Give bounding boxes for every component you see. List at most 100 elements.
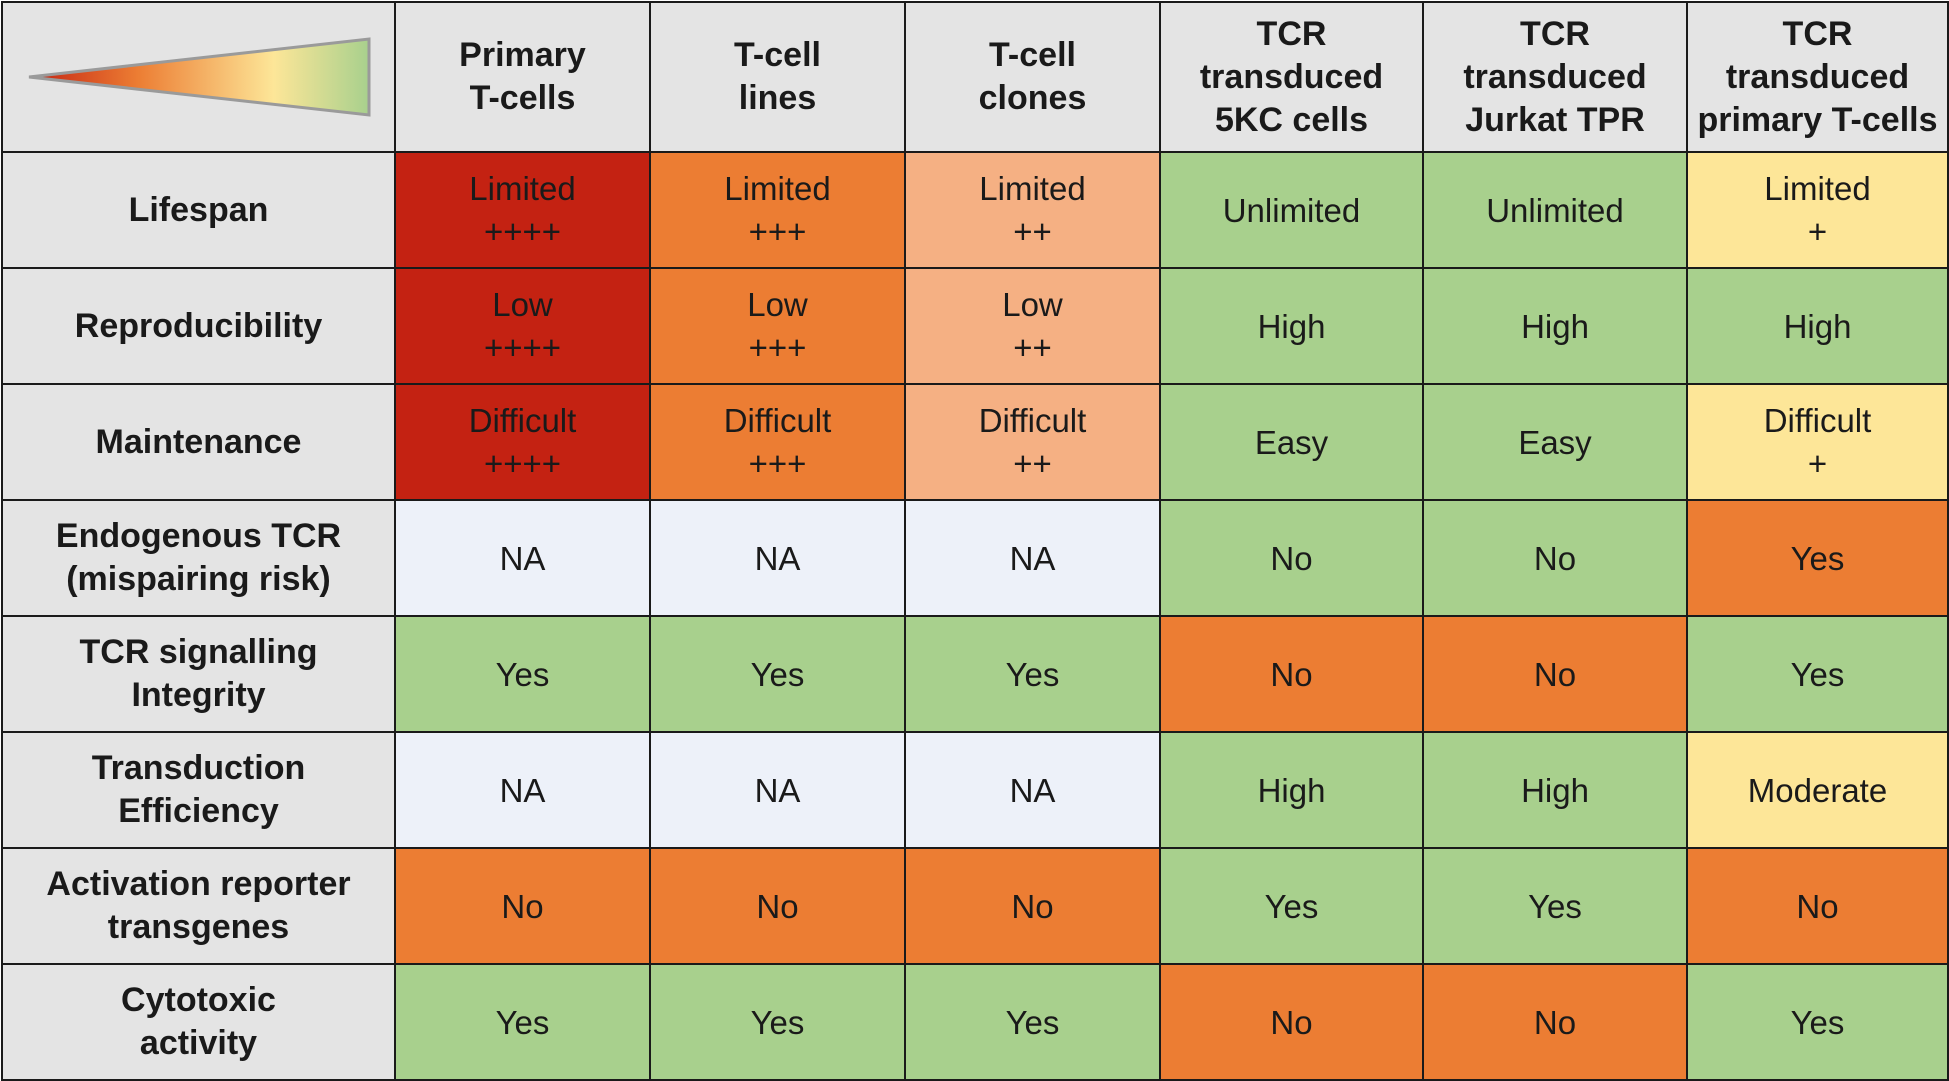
row-label: Reproducibility <box>1 267 396 385</box>
text-line: + <box>1807 213 1828 250</box>
table-cell: Yes <box>1686 499 1949 617</box>
text-line: High <box>1521 771 1589 809</box>
table-cell: No <box>1422 615 1688 733</box>
table-cell: NA <box>904 731 1161 849</box>
gradient-wedge-shape <box>28 37 370 117</box>
text-line: Activation reporter <box>46 865 351 903</box>
text-line: NA <box>1009 771 1056 809</box>
text-line: TCR <box>1782 14 1853 53</box>
table-cell: NA <box>394 731 651 849</box>
text-line: Unlimited <box>1222 191 1361 229</box>
column-header: TCR transduced Jurkat TPR <box>1422 1 1688 153</box>
table-cell: Yes <box>1159 847 1424 965</box>
text-line: Low <box>1002 286 1063 323</box>
text-line: ++++ <box>483 213 562 250</box>
table-cell: Limited ++ <box>904 151 1161 269</box>
text-line: Low <box>492 286 553 323</box>
text-line: Easy <box>1518 423 1592 461</box>
table-cell: No <box>649 847 906 965</box>
text-line: NA <box>1009 539 1056 577</box>
text-line: Yes <box>1528 887 1582 925</box>
text-line: transduced <box>1725 57 1910 96</box>
row-transduction-efficiency: Transduction Efficiency NA NA NA High High Mode… <box>1 731 1949 849</box>
text-line: NA <box>754 771 801 809</box>
text-line: No <box>1270 1003 1313 1041</box>
column-header: TCR transduced 5KC cells <box>1159 1 1424 153</box>
text-line: Yes <box>750 1003 805 1041</box>
table-cell: No <box>1159 615 1424 733</box>
text-line: ++ <box>1013 213 1052 250</box>
column-header: TCR transduced primary T-cells <box>1686 1 1949 153</box>
text-line: TCR <box>1256 14 1327 53</box>
table-cell: Yes <box>1422 847 1688 965</box>
text-line: High <box>1783 307 1852 345</box>
table-cell: Unlimited <box>1159 151 1424 269</box>
table-cell: Low +++ <box>649 267 906 385</box>
text-line: No <box>1533 1003 1577 1041</box>
row-label: Lifespan <box>1 151 396 269</box>
text-line: Transduction <box>91 749 306 787</box>
text-line: +++ <box>748 329 807 366</box>
text-line: NA <box>499 539 546 577</box>
table-cell: NA <box>649 731 906 849</box>
text-line: Difficult <box>1763 402 1872 439</box>
text-line: ++ <box>1013 445 1052 482</box>
table-cell: Yes <box>649 615 906 733</box>
text-line: No <box>1533 539 1577 577</box>
table-cell: Difficult +++ <box>649 383 906 501</box>
text-line: Cytotoxic <box>121 981 276 1019</box>
text-line: (mispairing risk) <box>66 560 331 598</box>
table-cell: Low ++++ <box>394 267 651 385</box>
table-cell: High <box>1159 731 1424 849</box>
text-line: Limited <box>469 170 576 207</box>
text-line: TCR <box>1520 14 1590 53</box>
text-line: Difficult <box>723 402 832 439</box>
text-line: +++ <box>748 213 807 250</box>
row-maintenance: Maintenance Difficult ++++ Difficult +++ Diff… <box>1 383 1949 501</box>
text-line: Yes <box>1790 539 1845 577</box>
text-line: clones <box>978 79 1087 117</box>
text-line: 5KC cells <box>1214 100 1369 139</box>
text-line: Difficult <box>978 402 1087 439</box>
table-cell: Difficult ++ <box>904 383 1161 501</box>
text-line: Limited <box>1764 170 1871 207</box>
table-cell: High <box>1686 267 1949 385</box>
table-cell: Yes <box>904 963 1161 1081</box>
table-cell: Low ++ <box>904 267 1161 385</box>
table-cell: Moderate <box>1686 731 1949 849</box>
gradient-wedge-icon <box>28 37 370 117</box>
text-line: Yes <box>750 655 805 693</box>
table-cell: Unlimited <box>1422 151 1688 269</box>
table-cell: Yes <box>1686 963 1949 1081</box>
text-line: High <box>1521 307 1589 345</box>
table-cell: Yes <box>904 615 1161 733</box>
text-line: NA <box>499 771 546 809</box>
text-line: Reproducibility <box>74 306 323 345</box>
table-cell: Yes <box>394 615 651 733</box>
table-cell: No <box>1422 499 1688 617</box>
text-line: Easy <box>1254 423 1329 461</box>
text-line: T-cells <box>469 79 576 117</box>
table-cell: No <box>1159 963 1424 1081</box>
row-label: Maintenance <box>1 383 396 501</box>
text-line: Moderate <box>1747 771 1888 809</box>
row-label: Activation reporter transgenes <box>1 847 396 965</box>
table-cell: Limited ++++ <box>394 151 651 269</box>
text-line: Yes <box>1790 655 1845 693</box>
text-line: Yes <box>495 655 550 693</box>
text-line: Low <box>747 286 808 323</box>
text-line: ++++ <box>483 445 562 482</box>
table-cell: Easy <box>1159 383 1424 501</box>
table-cell: Yes <box>394 963 651 1081</box>
legend-corner-cell <box>1 1 396 153</box>
table-cell: Difficult + <box>1686 383 1949 501</box>
row-reproducibility: Reproducibility Low ++++ Low +++ Low ++ High Hig… <box>1 267 1949 385</box>
table-cell: Yes <box>649 963 906 1081</box>
table-cell: Limited + <box>1686 151 1949 269</box>
row-lifespan: Lifespan Limited ++++ Limited +++ Limited ++ Un… <box>1 151 1949 269</box>
text-line: Unlimited <box>1486 191 1624 229</box>
text-line: No <box>1270 655 1313 693</box>
text-line: Maintenance <box>95 422 302 461</box>
table-cell: Difficult ++++ <box>394 383 651 501</box>
